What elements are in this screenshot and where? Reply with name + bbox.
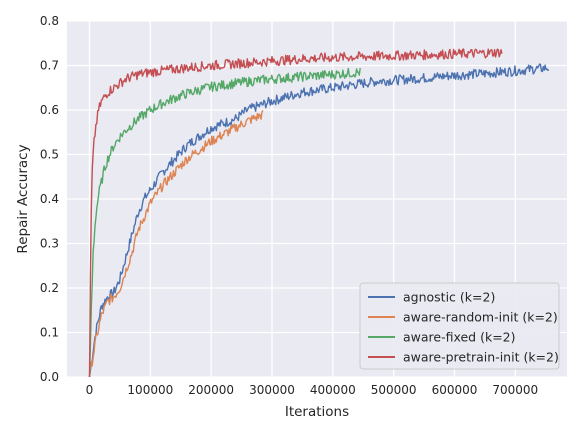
y-tick-label: 0.2 — [40, 281, 59, 295]
y-tick-label: 0.1 — [40, 326, 59, 340]
x-tick-label: 400000 — [310, 383, 356, 397]
legend-label: aware-fixed (k=2) — [403, 330, 516, 345]
y-tick-labels: 0.0 0.1 0.2 0.3 0.4 0.5 0.6 0.7 0.8 — [40, 14, 59, 384]
series-line — [88, 63, 550, 378]
series-lines — [88, 48, 550, 378]
y-tick-label: 0.8 — [40, 14, 59, 28]
x-tick-label: 100000 — [127, 383, 173, 397]
legend-box — [359, 282, 560, 370]
y-tick-label: 0.5 — [40, 148, 59, 162]
x-tick-label: 300000 — [249, 383, 295, 397]
x-tick-label: 0 — [86, 383, 94, 397]
series-line — [88, 48, 503, 378]
x-axis-title: Iterations — [285, 404, 349, 420]
x-tick-label: 500000 — [371, 383, 417, 397]
x-tick-labels: 0 100000 200000 300000 400000 500000 600000 700… — [86, 383, 539, 397]
y-tick-label: 0.6 — [40, 103, 59, 117]
y-tick-label: 0.3 — [40, 237, 59, 251]
x-tick-label: 600000 — [432, 383, 478, 397]
legend: agnostic (k=2) aware-random-init (k=2) awa… — [359, 282, 560, 370]
legend-label: aware-pretrain-init (k=2) — [403, 350, 559, 365]
x-tick-label: 200000 — [188, 383, 234, 397]
y-tick-label: 0.7 — [40, 59, 59, 73]
series-line — [88, 67, 361, 378]
legend-label: aware-random-init (k=2) — [403, 310, 558, 325]
legend-label: agnostic (k=2) — [403, 290, 495, 305]
x-tick-label: 700000 — [492, 383, 538, 397]
series-line — [88, 109, 264, 378]
y-tick-label: 0.4 — [40, 192, 59, 206]
y-tick-label: 0.0 — [40, 370, 59, 384]
y-axis-title: Repair Accuracy — [15, 144, 31, 253]
